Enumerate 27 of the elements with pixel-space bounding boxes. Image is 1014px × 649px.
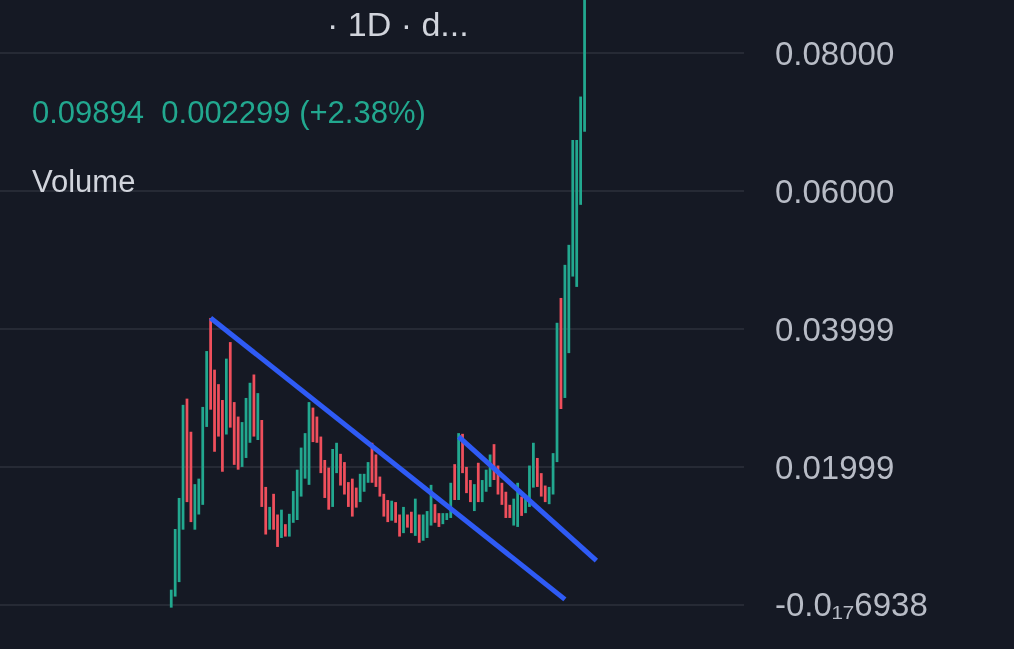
y-tick-label: 0.03999 <box>775 310 895 348</box>
annotation: 0.09894 0.002299 (+2.38%) <box>32 95 426 130</box>
candlestick <box>268 506 272 530</box>
candlestick <box>417 514 421 543</box>
y-tick-label: 0.01999 <box>775 448 895 486</box>
candlestick <box>441 513 445 525</box>
candlestick <box>280 509 283 538</box>
candlestick <box>358 473 362 503</box>
y-tick-label: -0.0₁₇6938 <box>775 586 928 624</box>
candlestick <box>520 496 523 516</box>
candlestick <box>284 524 287 537</box>
candlestick <box>402 506 405 534</box>
candlestick <box>413 498 417 536</box>
chart-title: · 1D · d... <box>327 5 469 43</box>
candlestick <box>453 464 457 501</box>
candlestick <box>224 358 228 435</box>
candlestick <box>472 484 476 512</box>
candlestick <box>457 433 460 501</box>
candlestick <box>390 500 394 521</box>
y-tick-label: 0.08000 <box>775 34 895 72</box>
y-tick-label: 0.06000 <box>775 172 895 210</box>
candlestick <box>256 393 260 441</box>
candlestick <box>350 478 354 517</box>
candlestick <box>476 462 480 503</box>
candlestick <box>409 511 413 534</box>
annotation: Volume <box>32 164 136 199</box>
candlestick <box>421 514 425 541</box>
